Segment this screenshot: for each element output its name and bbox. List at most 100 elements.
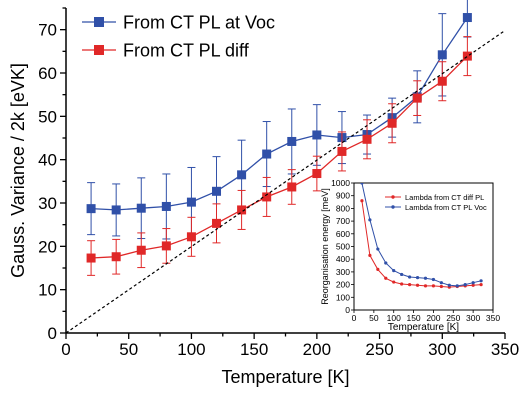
legend-label: From CT PL at Voc [123,13,275,33]
data-point [186,197,196,207]
data-point [412,93,422,103]
inset-x-tick-label: 100 [387,313,401,323]
inset-y-tick-label: 400 [336,254,350,264]
data-point [387,118,397,128]
data-point [437,50,447,60]
data-point [212,186,222,196]
inset-y-tick-label: 100 [336,292,350,302]
inset-data-point [479,283,483,287]
main-legend: From CT PL at Voc From CT PL diff [82,13,275,61]
inset-data-point [408,275,412,279]
data-point [161,201,171,211]
data-point [437,76,447,86]
inset-x-axis-title: Temperature [K] [388,322,459,333]
data-point [212,218,222,228]
y-tick-label: 60 [38,64,57,83]
x-tick-label: 350 [491,340,519,359]
y-tick-label: 30 [38,194,57,213]
inset-data-point [400,282,404,286]
inset-x-tick-label: 250 [446,313,460,323]
inset-data-point [360,183,364,185]
inset-series-line [361,183,482,287]
data-point [287,182,297,192]
x-tick-label: 250 [365,340,393,359]
inset-data-point [471,281,475,285]
inset-y-axis-title: Reorganisation energy [meV] [320,188,330,305]
inset-data-point [392,280,396,284]
inset-series-line [361,200,482,288]
legend-label: From CT PL diff [123,41,250,61]
inset-x-tick-label: 0 [352,313,357,323]
inset-x-tick-label: 350 [486,313,500,323]
inset-data-point [431,277,436,282]
inset-y-tick-label: 600 [336,229,350,239]
y-tick-label: 0 [48,324,57,343]
data-point [86,253,96,263]
data-point [111,252,121,262]
inset-data-point [415,276,420,280]
data-point [86,204,96,214]
inset-y-tick-label: 1000 [331,178,350,188]
inset-data-point [376,267,380,271]
inset-data-point [384,276,388,280]
x-tick-label: 100 [177,340,205,359]
y-tick-label: 70 [38,21,57,40]
y-tick-label: 50 [38,107,57,126]
y-axis-title: Gauss. Variance / 2k [eVK] [8,63,28,278]
y-tick-label: 20 [38,237,57,256]
inset-y-tick-label: 900 [336,191,350,201]
inset-data-point [439,281,443,285]
data-point [237,205,247,215]
inset-data-point [368,253,372,257]
inset-data-point [415,283,420,287]
x-tick-label: 200 [303,340,331,359]
data-point [262,149,272,159]
legend-marker [94,45,104,55]
data-point [262,192,272,202]
inset-data-point [439,284,443,289]
inset-x-tick-label: 300 [466,313,480,323]
inset-plot: 0 50 100 150 200 250 300 350 0 100 200 300 400 500 600… [320,178,500,333]
data-point [462,51,472,61]
data-point [136,245,146,255]
data-point [337,146,347,156]
series-line [91,17,468,211]
x-axis-title: Temperature [K] [221,367,349,387]
inset-legend-marker [391,195,395,199]
inset-legend-label: Lambda from CT diff PL [405,193,484,202]
data-point [362,134,372,144]
data-point [136,203,146,213]
inset-x-tick-label: 150 [406,313,420,323]
data-point [161,241,171,251]
inset-data-point [431,284,436,288]
inset-data-point [423,284,428,288]
inset-y-tick-label: 0 [345,305,350,315]
inset-series-1 [360,183,483,288]
inset-y-tick-label: 800 [336,203,350,213]
data-point [462,13,472,23]
inset-data-point [423,276,428,280]
inset-y-tick-label: 500 [336,242,350,252]
inset-data-point [447,283,451,287]
inset-data-point [408,283,412,287]
data-point [287,136,297,146]
inset-data-point [455,284,459,288]
y-tick-label: 40 [38,151,57,170]
series-line [91,55,468,259]
legend-marker [94,17,104,27]
inset-y-tick-label: 300 [336,267,350,277]
x-tick-label: 300 [428,340,456,359]
dashed-guide-line [65,30,506,334]
inset-x-tick-label: 50 [369,313,379,323]
inset-data-point [392,269,396,273]
inset-data-point [368,218,372,222]
inset-data-point [384,261,388,265]
data-point [186,232,196,242]
inset-x-tick-label: 200 [426,313,440,323]
inset-data-point [471,283,475,287]
x-tick-label: 0 [61,340,70,359]
inset-data-point [479,279,483,283]
